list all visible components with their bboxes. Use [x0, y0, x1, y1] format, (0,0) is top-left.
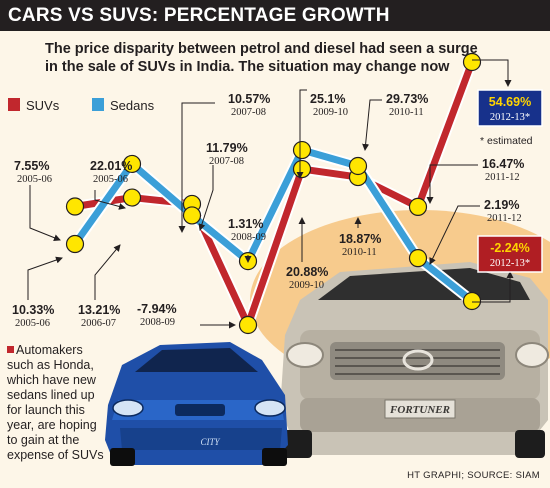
suv-illustration: FORTUNER: [280, 262, 549, 458]
value-label-sedans-3: 1.31%: [228, 217, 263, 231]
year-label-suvs-4: 2009-10: [289, 280, 324, 291]
legend-label-suvs: SUVs: [26, 98, 60, 113]
title-bar: CARS VS SUVS: PERCENTAGE GROWTH: [0, 0, 550, 31]
note-bullet: [7, 346, 14, 353]
value-label-suvs-1: 13.21%: [78, 303, 120, 317]
value-label-suvs-7: 54.69%: [489, 95, 531, 109]
year-label-sedans-7: 2012-13*: [490, 258, 530, 269]
marker-sedans-4: [292, 140, 312, 160]
marker-sedans-6: [408, 249, 428, 268]
year-label-suvs-5: 2010-11: [342, 247, 377, 258]
value-label-sedans-1: 22.01%: [90, 159, 132, 173]
value-label-suvs-6: 16.47%: [482, 157, 524, 171]
car-illustrations: FORTUNER CITY: [105, 210, 550, 466]
sedan-badge: CITY: [200, 437, 220, 447]
year-label-suvs-2: 2007-08: [209, 156, 244, 167]
year-label-suvs-0: 2005-06: [15, 318, 50, 329]
legend-label-sedans: Sedans: [110, 98, 155, 113]
year-label-sedans-2: 2007-08: [231, 107, 266, 118]
arrow-sedans-6: [429, 205, 480, 265]
chart-subtitle: The price disparity between petrol and d…: [45, 41, 478, 75]
estimate-box-sedans: [477, 235, 543, 273]
marker-sedans-7: [462, 291, 482, 311]
year-label-suvs-6: 2011-12: [485, 172, 520, 183]
arrow-sedans-1: [94, 190, 126, 210]
suv-badge: FORTUNER: [389, 404, 450, 416]
year-label-suvs-1: 2006-07: [81, 318, 116, 329]
arrow-suvs-2: [198, 165, 214, 231]
value-label-suvs-4: 20.88%: [286, 265, 328, 279]
arrow-sedans-2: [178, 102, 215, 233]
marker-sedans-1: [122, 154, 142, 174]
marker-suvs-7: [462, 52, 482, 72]
arrow-sedans-7: [472, 271, 514, 303]
estimate-box-suvs: [477, 89, 543, 127]
chart-title: CARS VS SUVS: PERCENTAGE GROWTH: [8, 5, 390, 26]
arrow-suvs-0: [27, 256, 63, 300]
value-label-sedans-6: 2.19%: [484, 198, 519, 212]
arrow-sedans-5: [362, 99, 382, 151]
automakers-note-text: Automakers such as Honda, which have new…: [7, 343, 104, 462]
value-label-sedans-2: 10.57%: [228, 92, 270, 106]
marker-sedans-2: [182, 206, 202, 225]
value-label-suvs-5: 18.87%: [339, 232, 381, 246]
automakers-note: Automakers such as Honda, which have new…: [7, 343, 107, 463]
arrow-sedans-4: [296, 89, 307, 179]
marker-sedans-5: [348, 156, 368, 176]
series-line-suvs: [74, 60, 476, 329]
marker-suvs-0: [65, 197, 85, 216]
year-label-suvs-3: 2008-09: [140, 317, 175, 328]
year-label-suvs-7: 2012-13*: [490, 112, 530, 123]
value-label-suvs-3: -7.94%: [137, 302, 177, 316]
value-label-suvs-0: 10.33%: [12, 303, 54, 317]
marker-suvs-4: [292, 159, 312, 179]
value-label-sedans-7: -2.24%: [490, 241, 530, 255]
source-credit: HT GRAPHI; SOURCE: SIAM: [407, 470, 540, 481]
legend: SUVs Sedans: [8, 98, 155, 113]
sedan-illustration: CITY: [105, 342, 288, 466]
year-label-sedans-1: 2005-06: [93, 174, 128, 185]
year-label-sedans-3: 2008-09: [231, 232, 266, 243]
year-label-sedans-4: 2009-10: [313, 107, 348, 118]
arrow-suvs-7: [472, 59, 512, 87]
value-label-suvs-2: 11.79%: [206, 141, 248, 155]
series-line-sedans: [72, 146, 475, 304]
marker-suvs-6: [408, 197, 428, 216]
value-label-sedans-0: 7.55%: [14, 159, 49, 173]
value-label-sedans-4: 25.1%: [310, 92, 345, 106]
legend-swatch-suvs: [8, 98, 20, 111]
series-layer: [65, 52, 482, 335]
year-label-sedans-5: 2010-11: [389, 107, 424, 118]
value-label-sedans-5: 29.73%: [386, 92, 428, 106]
year-label-sedans-0: 2005-06: [17, 174, 52, 185]
legend-swatch-sedans: [92, 98, 104, 111]
estimated-note: * estimated: [480, 135, 533, 147]
arrow-suvs-6: [426, 164, 478, 204]
marker-suvs-3: [238, 315, 258, 335]
annotation-layer: 7.55%2005-0610.33%2005-0622.01%2005-0613…: [12, 59, 543, 329]
year-label-sedans-6: 2011-12: [487, 213, 522, 224]
arrow-suvs-1: [94, 244, 121, 300]
marker-sedans-0: [65, 234, 85, 254]
marker-suvs-1: [122, 188, 142, 207]
arrow-sedans-0: [29, 185, 61, 242]
